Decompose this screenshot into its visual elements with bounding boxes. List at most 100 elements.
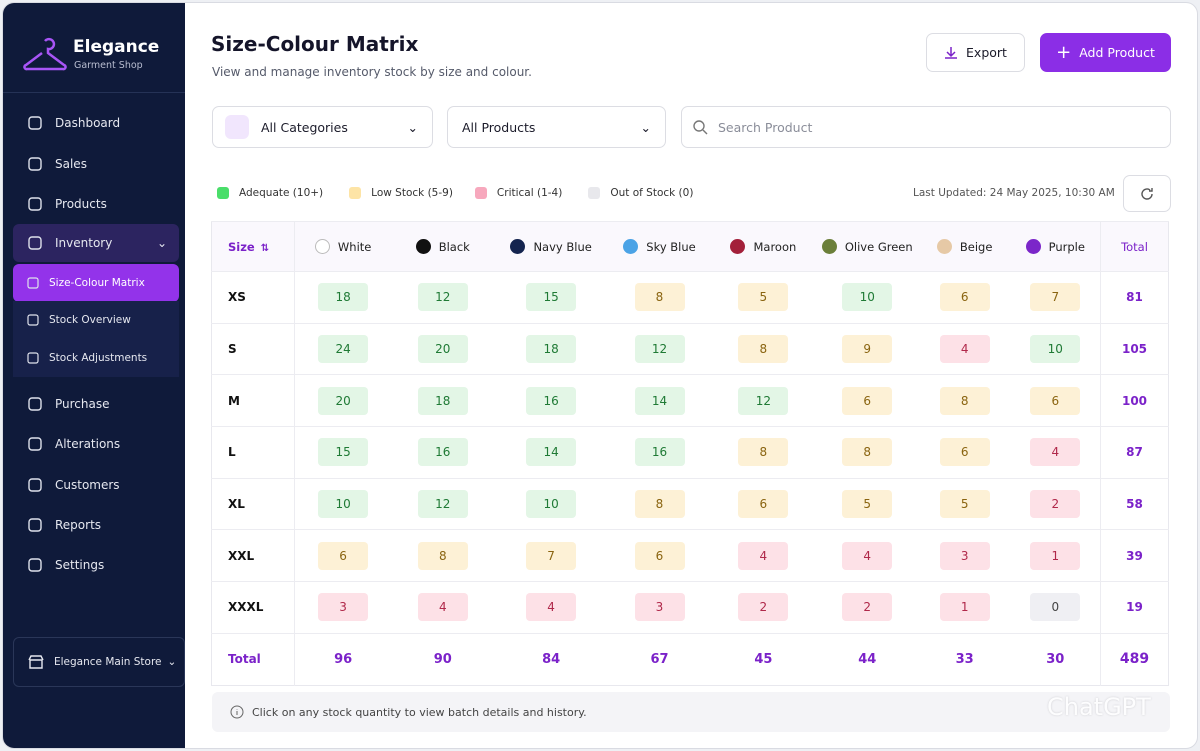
stock-quantity[interactable]: 10 (842, 283, 893, 312)
nav-item[interactable]: Sales (13, 145, 179, 183)
nav-item[interactable]: Alterations (13, 425, 179, 463)
stock-quantity[interactable]: 5 (939, 490, 990, 519)
stock-quantity[interactable]: 8 (842, 438, 893, 467)
stock-quantity[interactable]: 7 (526, 541, 577, 570)
size-label: L (211, 426, 295, 479)
nav-item[interactable]: Dashboard (13, 104, 179, 142)
stock-quantity[interactable]: 3 (634, 593, 685, 622)
stock-quantity[interactable]: 12 (417, 283, 468, 312)
stock-quantity[interactable]: 18 (318, 283, 369, 312)
logo (23, 37, 67, 71)
nav-label: Size-Colour Matrix (49, 277, 145, 289)
category-filter[interactable]: All Categories ⌄ (212, 106, 433, 148)
row-total: 19 (1100, 581, 1169, 634)
add-product-button[interactable]: + Add Product (1040, 33, 1171, 72)
nav-item[interactable]: Size-Colour Matrix (13, 264, 179, 302)
stock-quantity[interactable]: 8 (634, 283, 685, 312)
stock-quantity[interactable]: 16 (526, 386, 577, 415)
row-total: 58 (1100, 477, 1169, 530)
stock-quantity[interactable]: 5 (738, 283, 789, 312)
nav-label: Stock Adjustments (49, 352, 148, 364)
export-button[interactable]: Export (926, 33, 1025, 72)
product-filter[interactable]: All Products ⌄ (447, 106, 666, 148)
stock-quantity[interactable]: 6 (939, 283, 990, 312)
stock-cell: 4 (918, 322, 1011, 375)
column-total: 33 (918, 632, 1011, 685)
stock-quantity[interactable]: 16 (634, 438, 685, 467)
stock-quantity[interactable]: 20 (417, 335, 468, 364)
nav-item[interactable]: Inventory ⌄ (13, 224, 179, 262)
stock-quantity[interactable]: 4 (417, 593, 468, 622)
search-input[interactable]: Search Product (681, 106, 1171, 148)
nav-item[interactable]: Stock Overview (13, 301, 179, 339)
stock-quantity[interactable]: 14 (526, 438, 577, 467)
size-header[interactable]: Size ⇅ (211, 221, 295, 272)
colour-swatch (415, 239, 431, 254)
stock-quantity[interactable]: 12 (634, 335, 685, 364)
store-selector[interactable]: Elegance Main Store ⌄ (13, 637, 185, 687)
stock-cell: 14 (494, 426, 609, 479)
stock-quantity[interactable]: 15 (318, 438, 369, 467)
stock-quantity[interactable]: 14 (634, 386, 685, 415)
legend-item: Low Stock (5-9) (349, 187, 453, 199)
stock-cell: 2 (710, 581, 816, 634)
stock-quantity[interactable]: 4 (1030, 438, 1081, 467)
stock-quantity[interactable]: 3 (939, 541, 990, 570)
stock-quantity[interactable]: 6 (318, 541, 369, 570)
stock-quantity[interactable]: 6 (842, 386, 893, 415)
stock-quantity[interactable]: 12 (738, 386, 789, 415)
stock-quantity[interactable]: 4 (939, 335, 990, 364)
stock-quantity[interactable]: 12 (417, 490, 468, 519)
stock-quantity[interactable]: 4 (738, 541, 789, 570)
stock-quantity[interactable]: 8 (417, 541, 468, 570)
row-total: 100 (1100, 374, 1169, 427)
stock-quantity[interactable]: 6 (1030, 386, 1081, 415)
nav-item[interactable]: Reports (13, 506, 179, 544)
stock-quantity[interactable]: 6 (634, 541, 685, 570)
stock-quantity[interactable]: 6 (738, 490, 789, 519)
stock-quantity[interactable]: 1 (1030, 541, 1081, 570)
stock-cell: 16 (608, 426, 711, 479)
stock-quantity[interactable]: 10 (1030, 335, 1081, 364)
stock-quantity[interactable]: 24 (318, 335, 369, 364)
stock-quantity[interactable]: 7 (1030, 283, 1081, 312)
refresh-button[interactable] (1123, 175, 1171, 212)
divider (3, 92, 185, 93)
search-icon (693, 120, 708, 135)
stock-quantity[interactable]: 5 (842, 490, 893, 519)
stock-quantity[interactable]: 2 (842, 593, 893, 622)
stock-quantity[interactable]: 8 (738, 335, 789, 364)
stock-cell: 6 (608, 529, 711, 582)
stock-quantity[interactable]: 8 (738, 438, 789, 467)
stock-quantity[interactable]: 18 (417, 386, 468, 415)
stock-quantity[interactable]: 15 (526, 283, 577, 312)
stock-quantity[interactable]: 16 (417, 438, 468, 467)
stock-quantity[interactable]: 20 (318, 386, 369, 415)
colour-swatch (730, 239, 746, 254)
nav-item[interactable]: Products (13, 185, 179, 223)
stock-quantity[interactable]: 18 (526, 335, 577, 364)
nav-item[interactable]: Purchase (13, 385, 179, 423)
stock-quantity[interactable]: 10 (526, 490, 577, 519)
stock-cell: 24 (294, 322, 392, 375)
stock-quantity[interactable]: 4 (526, 593, 577, 622)
stock-quantity[interactable]: 10 (318, 490, 369, 519)
nav-item[interactable]: Settings (13, 546, 179, 584)
stock-cell: 8 (710, 322, 816, 375)
stock-quantity[interactable]: 2 (738, 593, 789, 622)
stock-quantity[interactable]: 3 (318, 593, 369, 622)
stock-quantity[interactable]: 9 (842, 335, 893, 364)
stock-cell: 5 (710, 271, 816, 324)
stock-quantity[interactable]: 8 (634, 490, 685, 519)
stock-quantity[interactable]: 6 (939, 438, 990, 467)
chevron: ⌄ (167, 656, 177, 668)
nav-item[interactable]: Customers (13, 466, 179, 504)
stock-quantity[interactable]: 2 (1030, 490, 1081, 519)
stock-quantity[interactable]: 0 (1030, 593, 1081, 622)
stock-quantity[interactable]: 4 (842, 541, 893, 570)
stock-quantity[interactable]: 8 (939, 386, 990, 415)
legend-item: Critical (1-4) (474, 187, 562, 199)
stock-quantity[interactable]: 1 (939, 593, 990, 622)
nav-item[interactable]: Stock Adjustments (13, 339, 179, 377)
